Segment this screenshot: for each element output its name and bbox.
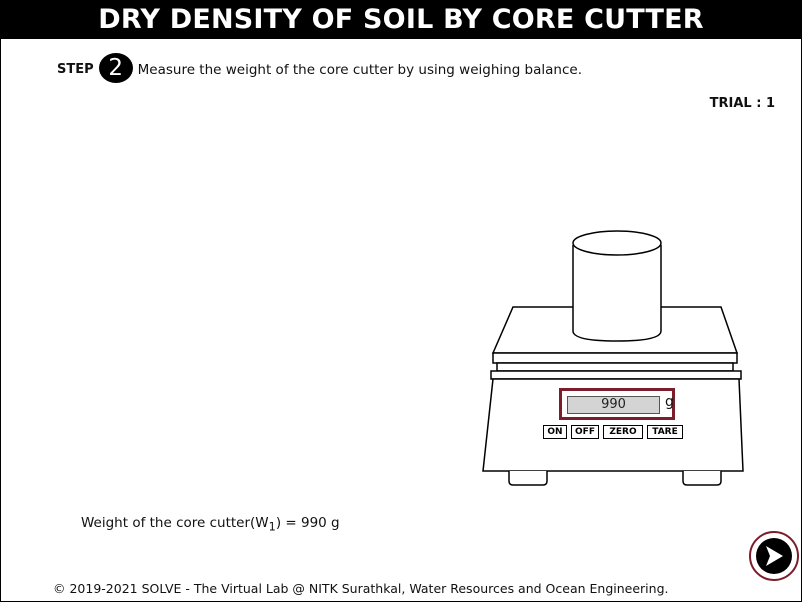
step-instruction: STEP 2 Measure the weight of the core cu…	[57, 53, 582, 83]
page-title: DRY DENSITY OF SOIL BY CORE CUTTER	[1, 1, 801, 39]
off-button[interactable]: OFF	[571, 425, 599, 439]
balance-pan-edge	[492, 352, 738, 364]
step-number-badge: 2	[98, 53, 133, 83]
weighing-balance: 990 g ON OFF ZERO TARE	[479, 223, 747, 491]
weighing-balance-illustration	[482, 230, 744, 486]
step-label: STEP	[57, 62, 94, 77]
core-cutter-top	[572, 230, 662, 256]
balance-foot-left	[508, 471, 548, 486]
result-weight-text: Weight of the core cutter(W1) = 990 g	[81, 515, 340, 534]
copyright-footer: © 2019-2021 SOLVE - The Virtual Lab @ NI…	[53, 581, 669, 596]
tare-button[interactable]: TARE	[647, 425, 683, 439]
on-button[interactable]: ON	[543, 425, 567, 439]
result-suffix: ) = 990 g	[275, 515, 340, 531]
zero-button[interactable]: ZERO	[603, 425, 643, 439]
trial-indicator: TRIAL : 1	[709, 96, 775, 111]
weight-unit: g	[665, 394, 674, 410]
balance-display: 990 g	[559, 388, 675, 420]
next-button[interactable]	[749, 531, 799, 581]
result-prefix: Weight of the core cutter(W	[81, 515, 269, 531]
balance-foot-right	[682, 471, 722, 486]
step-text: Measure the weight of the core cutter by…	[137, 61, 582, 78]
core-cutter	[572, 245, 662, 342]
result-subscript: 1	[268, 520, 276, 534]
weight-reading: 990	[567, 396, 660, 414]
next-arrow-icon	[756, 538, 792, 574]
